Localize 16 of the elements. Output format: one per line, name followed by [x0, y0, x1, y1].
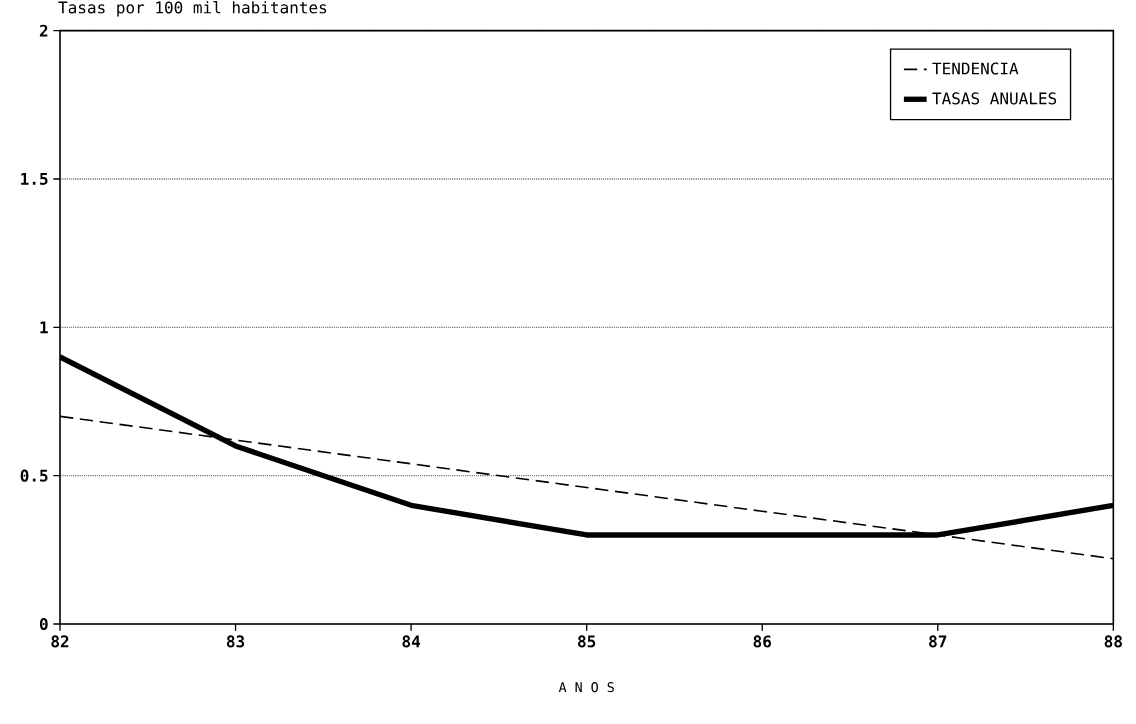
y-tick-label: 2 [39, 24, 48, 37]
y-axis-title: Tasas por 100 mil habitantes [58, 1, 327, 17]
x-tick-label: 85 [578, 635, 596, 648]
y-tick-label: 0 [39, 617, 48, 631]
y-tick-label: 1.5 [21, 173, 48, 185]
x-tick-label: 86 [753, 635, 771, 648]
legend-label: TENDENCIA [932, 62, 1019, 75]
x-tick-label: 83 [226, 635, 245, 648]
y-tick-label: 0.5 [20, 469, 48, 482]
x-tick-label: 87 [929, 635, 947, 648]
x-tick-label: 84 [402, 635, 421, 648]
x-axis-title: A N O S [558, 682, 614, 693]
legend-label: TASAS ANUALES [932, 92, 1057, 105]
x-tick-label: 88 [1104, 635, 1122, 648]
y-tick-label: 1 [40, 321, 48, 334]
x-tick-label: 82 [51, 635, 69, 648]
